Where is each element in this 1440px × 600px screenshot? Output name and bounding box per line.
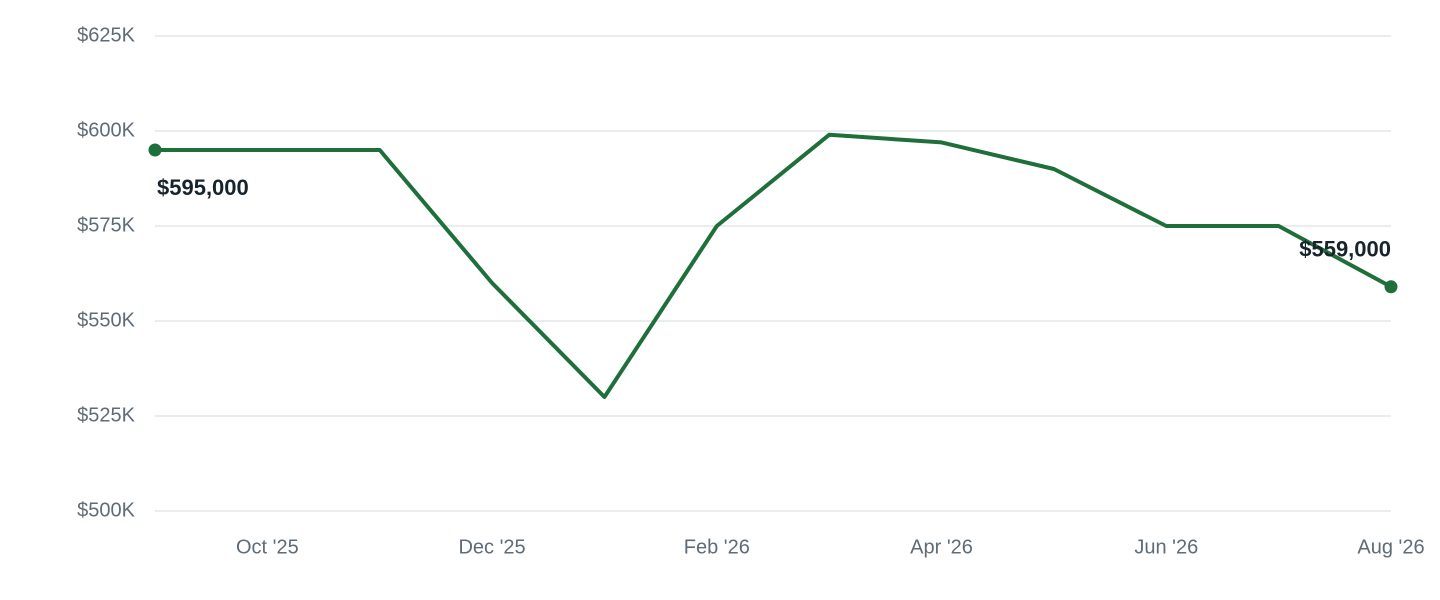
point [1384, 280, 1398, 294]
y-tick-label: $525K [77, 404, 135, 426]
x-tick-label: Oct '25 [236, 536, 299, 558]
x-tick-label: Feb '26 [684, 536, 750, 558]
x-tick-label: Aug '26 [1357, 536, 1424, 558]
y-tick-label: $625K [77, 24, 135, 46]
x-tick-label: Apr '26 [910, 536, 973, 558]
line [155, 132, 1392, 399]
y-tick-label: $500K [77, 499, 135, 521]
x-tick-label: Dec '25 [458, 536, 525, 558]
value-label: $559,000 [1299, 237, 1391, 262]
value-label: $595,000 [157, 175, 249, 200]
x-tick-label: Jun '26 [1134, 536, 1198, 558]
y-tick-label: $575K [77, 214, 135, 236]
y-tick-label: $600K [77, 119, 135, 141]
point [148, 143, 162, 157]
y-tick-label: $550K [77, 309, 135, 331]
